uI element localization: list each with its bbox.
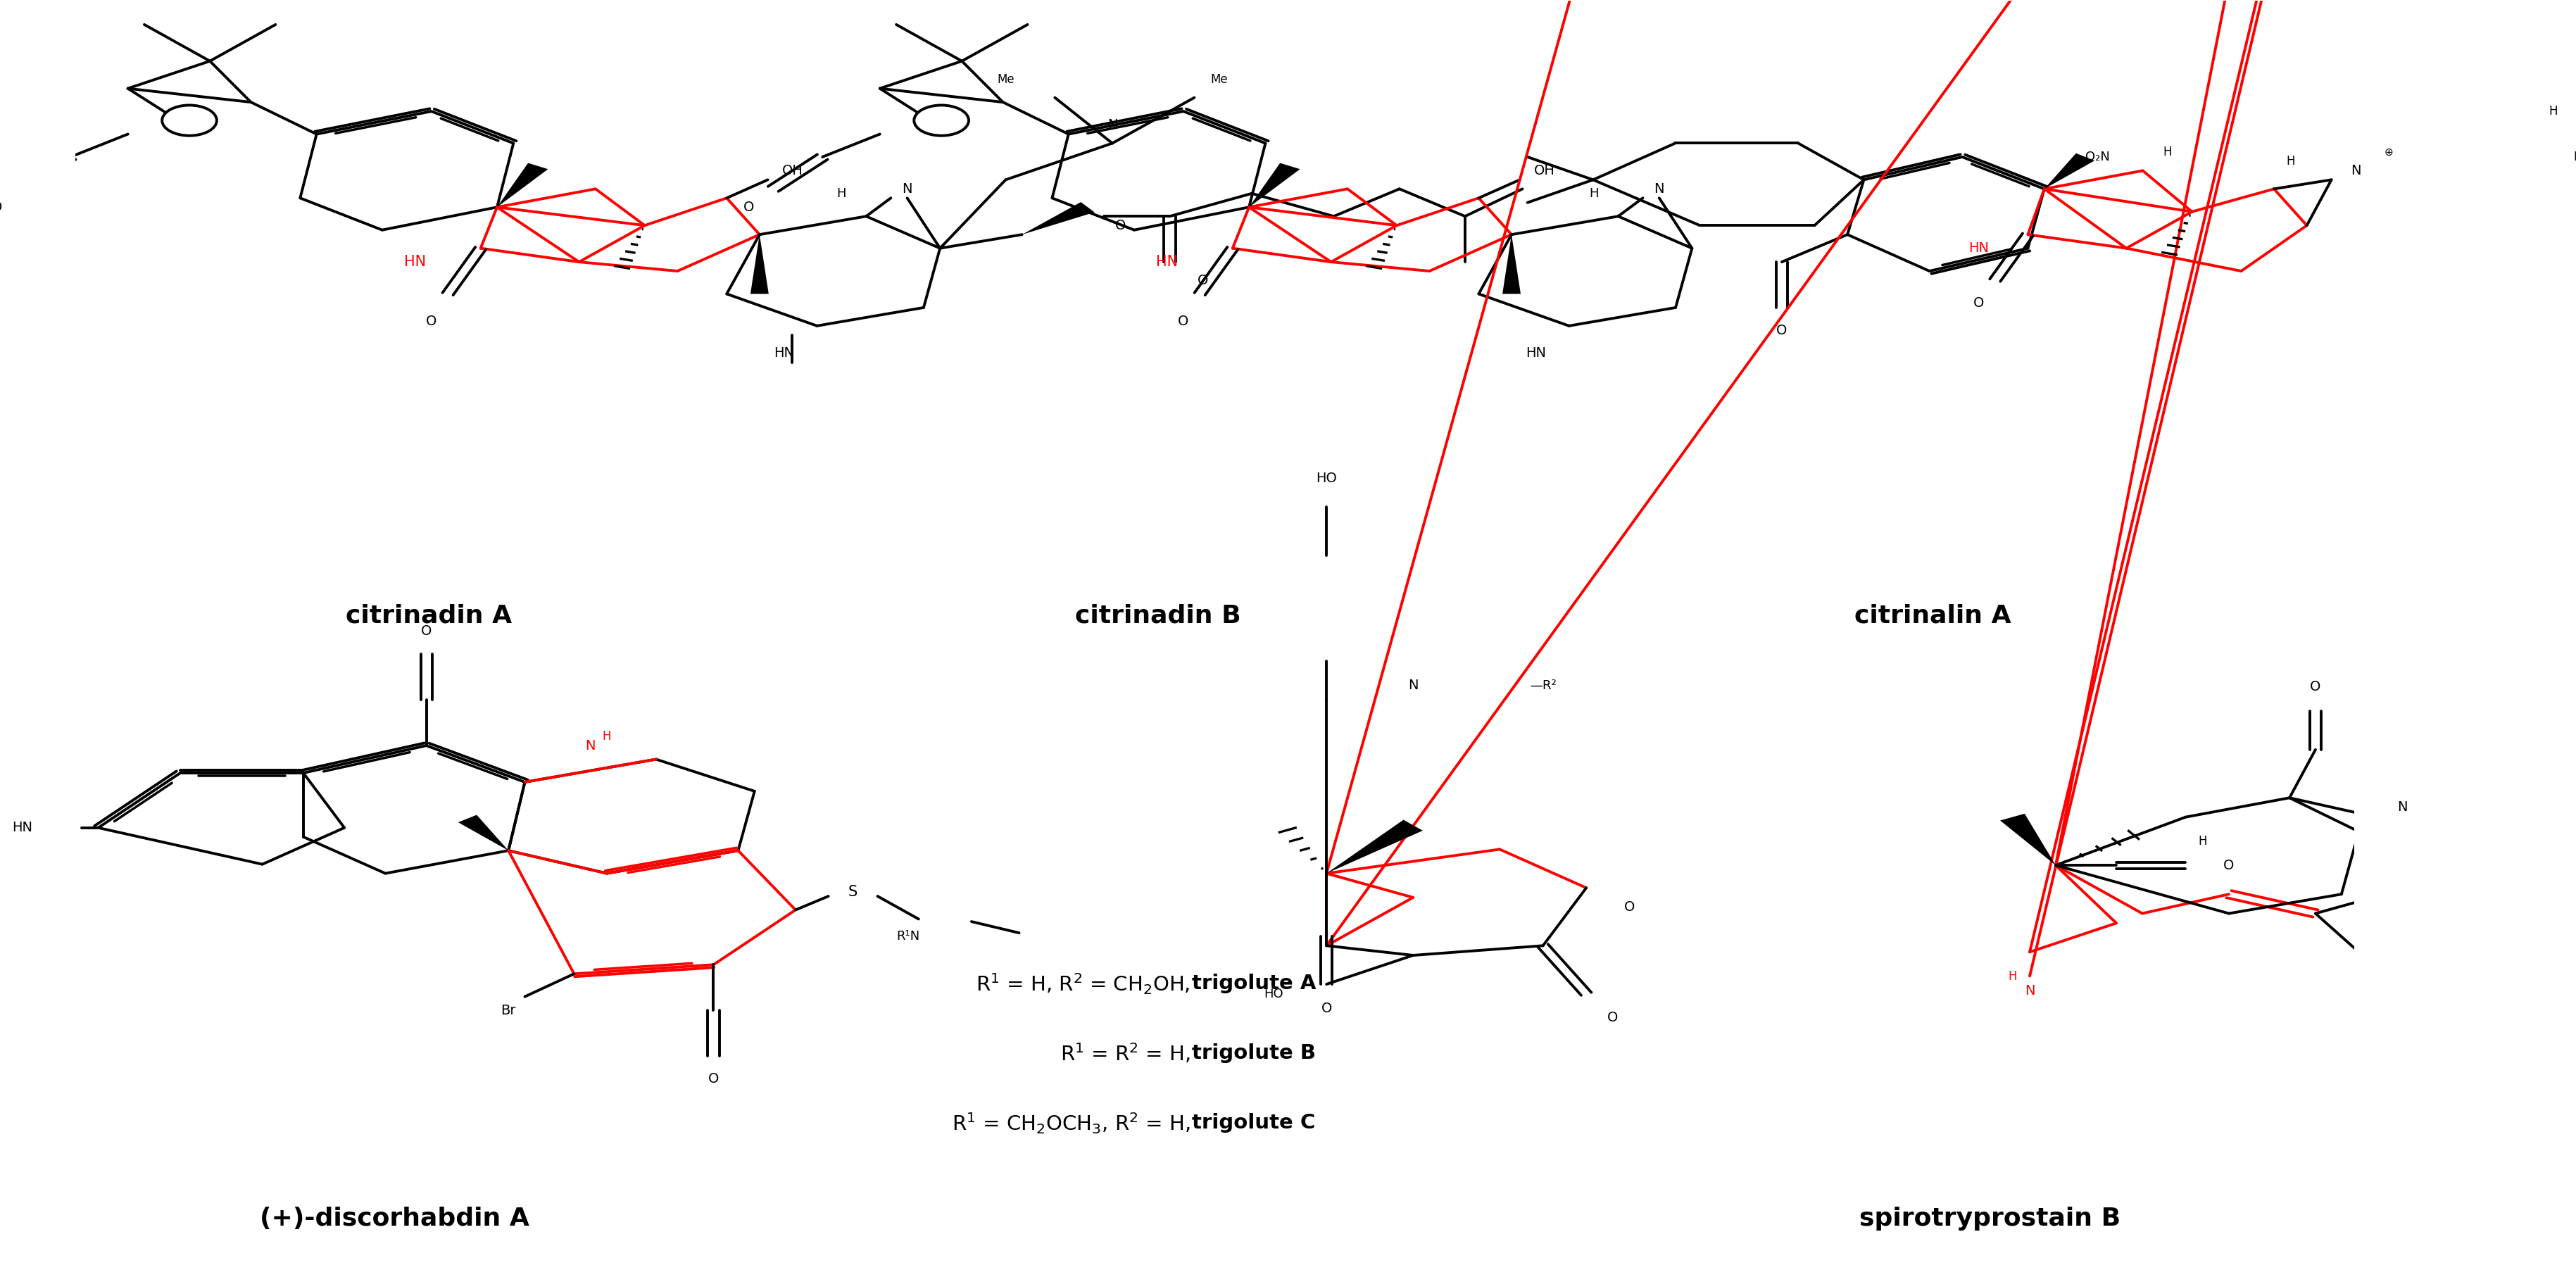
- Text: N: N: [1409, 678, 1419, 692]
- Text: O: O: [744, 201, 755, 213]
- Polygon shape: [459, 815, 507, 851]
- Text: O: O: [2311, 681, 2321, 693]
- Text: O: O: [425, 315, 438, 328]
- Text: H: H: [603, 730, 611, 743]
- Text: O: O: [1777, 324, 1788, 337]
- Text: HN: HN: [13, 820, 33, 834]
- Polygon shape: [1327, 820, 1422, 874]
- Text: H: H: [2009, 970, 2017, 983]
- Text: citrinadin A: citrinadin A: [345, 605, 513, 627]
- Text: O: O: [1198, 273, 1208, 287]
- Text: R$^1$ = R$^2$ = H,: R$^1$ = R$^2$ = H,: [1059, 1041, 1193, 1066]
- Polygon shape: [1023, 202, 1095, 235]
- Polygon shape: [1502, 235, 1520, 293]
- Text: HN: HN: [1157, 255, 1177, 269]
- Circle shape: [914, 105, 969, 136]
- Polygon shape: [750, 235, 768, 293]
- Polygon shape: [497, 163, 549, 207]
- Text: H: H: [2548, 105, 2558, 118]
- Text: R$^1$ = CH$_2$OCH$_3$, R$^2$ = H,: R$^1$ = CH$_2$OCH$_3$, R$^2$ = H,: [951, 1111, 1193, 1135]
- Text: HN: HN: [1968, 241, 1989, 255]
- Polygon shape: [1999, 814, 2056, 865]
- Text: H: H: [2197, 834, 2208, 847]
- Text: spirotryprostain B: spirotryprostain B: [1860, 1206, 2120, 1231]
- Text: trigolute C: trigolute C: [1193, 1114, 1316, 1133]
- Text: H: H: [2285, 155, 2295, 168]
- Text: HN: HN: [773, 347, 793, 359]
- Text: OH: OH: [783, 164, 804, 178]
- Text: H: H: [2573, 151, 2576, 164]
- Text: R$^1$ = H, R$^2$ = CH$_2$OH,: R$^1$ = H, R$^2$ = CH$_2$OH,: [976, 972, 1193, 996]
- Text: R¹N: R¹N: [896, 930, 920, 942]
- Text: (+)-discorhabdin A: (+)-discorhabdin A: [260, 1206, 528, 1231]
- Text: O: O: [708, 1072, 719, 1086]
- Text: O: O: [1973, 296, 1984, 310]
- Text: N: N: [1654, 182, 1664, 196]
- Text: HO: HO: [1316, 471, 1337, 485]
- Text: O₂N: O₂N: [2087, 151, 2110, 164]
- Polygon shape: [1249, 163, 1301, 207]
- Text: Br: Br: [500, 1003, 515, 1017]
- Text: O: O: [1115, 218, 1126, 232]
- Text: O: O: [1321, 1002, 1332, 1015]
- Text: —R²: —R²: [1530, 679, 1556, 692]
- Text: O: O: [2223, 859, 2233, 872]
- Polygon shape: [2045, 154, 2094, 189]
- Text: OH: OH: [1533, 164, 1556, 178]
- Text: HO: HO: [1265, 988, 1283, 1001]
- Text: citrinadin B: citrinadin B: [1074, 605, 1242, 627]
- Text: O: O: [420, 625, 433, 638]
- Text: trigolute B: trigolute B: [1193, 1044, 1316, 1063]
- Text: H: H: [837, 187, 848, 199]
- Text: S: S: [848, 885, 858, 899]
- Text: Me: Me: [1211, 72, 1229, 85]
- Text: O: O: [1607, 1011, 1618, 1025]
- Text: O: O: [1623, 900, 1636, 914]
- Text: N: N: [585, 739, 595, 752]
- Circle shape: [162, 105, 216, 136]
- Text: Me: Me: [997, 72, 1015, 85]
- Text: citrinalin A: citrinalin A: [1855, 605, 2012, 627]
- Text: HN: HN: [404, 255, 425, 269]
- Text: N: N: [2025, 984, 2035, 997]
- Text: HN: HN: [1525, 347, 1546, 359]
- Text: N: N: [2396, 801, 2406, 814]
- Text: H: H: [2164, 146, 2172, 159]
- Text: N: N: [1108, 118, 1118, 132]
- Text: N: N: [902, 182, 912, 196]
- Text: ⊕: ⊕: [2385, 147, 2393, 157]
- Text: N: N: [2352, 164, 2362, 178]
- Text: H: H: [1589, 187, 1597, 199]
- Text: O: O: [1177, 315, 1188, 328]
- Text: trigolute A: trigolute A: [1193, 974, 1316, 993]
